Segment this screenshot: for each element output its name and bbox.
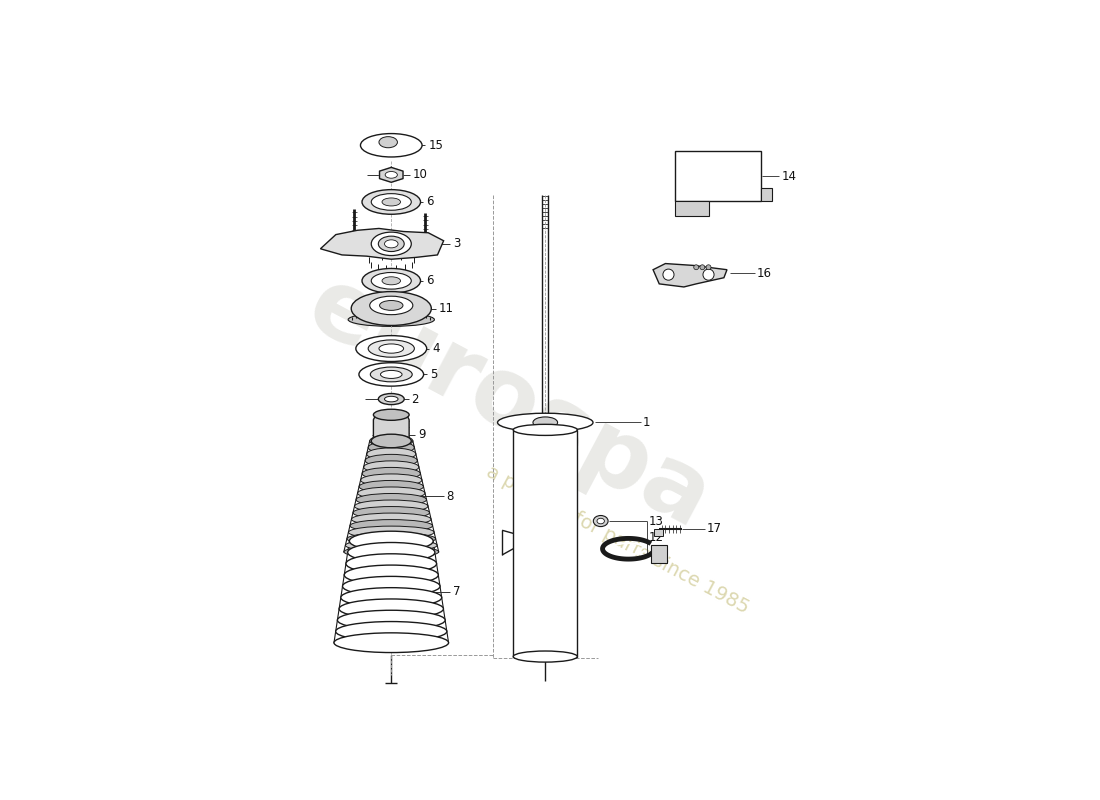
Ellipse shape [338, 610, 446, 630]
Text: 6: 6 [427, 274, 433, 287]
Ellipse shape [382, 277, 400, 285]
Text: 7: 7 [453, 586, 461, 598]
Ellipse shape [378, 236, 404, 251]
Text: 17: 17 [706, 522, 722, 535]
Bar [514, 430, 578, 657]
Ellipse shape [366, 448, 416, 460]
Text: 1: 1 [642, 416, 650, 429]
Circle shape [694, 265, 698, 270]
Ellipse shape [385, 240, 398, 248]
Polygon shape [320, 229, 443, 259]
Ellipse shape [351, 513, 431, 526]
Ellipse shape [345, 539, 437, 551]
Text: 5: 5 [430, 368, 438, 381]
Bar [674, 151, 761, 201]
Ellipse shape [362, 467, 420, 480]
Ellipse shape [356, 494, 427, 506]
Ellipse shape [344, 546, 439, 558]
Ellipse shape [370, 434, 412, 447]
Ellipse shape [353, 506, 430, 519]
Ellipse shape [373, 410, 409, 420]
Ellipse shape [362, 190, 420, 214]
Text: 11: 11 [439, 302, 453, 315]
Text: 3: 3 [453, 238, 460, 250]
Circle shape [663, 269, 674, 280]
Polygon shape [373, 414, 409, 455]
Ellipse shape [368, 442, 415, 454]
Ellipse shape [339, 599, 443, 618]
Text: eurospa: eurospa [293, 259, 727, 549]
Text: 16: 16 [757, 267, 771, 280]
Ellipse shape [371, 367, 412, 382]
Ellipse shape [351, 291, 431, 326]
Ellipse shape [348, 542, 435, 562]
Text: 6: 6 [427, 195, 433, 209]
Ellipse shape [378, 394, 404, 405]
Ellipse shape [334, 633, 449, 653]
Ellipse shape [342, 576, 440, 596]
Ellipse shape [362, 269, 420, 293]
Ellipse shape [358, 487, 425, 499]
Circle shape [706, 265, 711, 270]
Ellipse shape [361, 134, 422, 157]
Ellipse shape [385, 171, 397, 178]
Ellipse shape [385, 396, 398, 402]
Polygon shape [379, 167, 403, 182]
Ellipse shape [372, 232, 411, 255]
Text: 4: 4 [432, 342, 440, 355]
Text: 9: 9 [418, 428, 426, 442]
Ellipse shape [372, 194, 411, 210]
Ellipse shape [350, 519, 432, 532]
Bar [674, 201, 708, 216]
Ellipse shape [497, 414, 593, 432]
Bar [651, 546, 667, 562]
Polygon shape [653, 263, 727, 287]
Text: 13: 13 [649, 514, 663, 527]
Ellipse shape [370, 296, 412, 314]
Circle shape [700, 265, 705, 270]
Text: 2: 2 [411, 393, 419, 406]
Text: a passion for parts since 1985: a passion for parts since 1985 [483, 462, 752, 617]
Ellipse shape [597, 518, 604, 524]
Ellipse shape [365, 454, 417, 466]
Text: 14: 14 [781, 170, 796, 182]
Ellipse shape [336, 622, 447, 642]
Text: 8: 8 [447, 490, 454, 503]
Text: 15: 15 [428, 138, 443, 152]
Ellipse shape [378, 137, 397, 148]
Ellipse shape [368, 340, 415, 357]
Bar [654, 529, 663, 536]
Ellipse shape [354, 500, 428, 512]
Ellipse shape [593, 515, 608, 526]
Ellipse shape [372, 273, 411, 289]
Circle shape [703, 269, 714, 280]
Ellipse shape [514, 424, 578, 435]
Ellipse shape [359, 481, 424, 493]
Ellipse shape [346, 554, 437, 574]
Ellipse shape [379, 301, 403, 310]
Ellipse shape [344, 565, 438, 585]
Text: 10: 10 [412, 168, 428, 182]
Ellipse shape [341, 588, 442, 607]
Ellipse shape [355, 336, 427, 362]
Ellipse shape [346, 533, 436, 545]
Ellipse shape [364, 461, 419, 474]
Ellipse shape [514, 651, 578, 662]
Ellipse shape [532, 417, 558, 428]
Ellipse shape [372, 434, 411, 448]
Text: 12: 12 [649, 531, 663, 545]
Ellipse shape [348, 313, 435, 326]
Ellipse shape [381, 370, 402, 378]
Ellipse shape [382, 198, 400, 206]
Ellipse shape [350, 531, 433, 551]
Ellipse shape [378, 344, 404, 353]
Ellipse shape [349, 526, 434, 538]
Ellipse shape [359, 362, 424, 386]
Bar [761, 188, 772, 201]
Ellipse shape [361, 474, 422, 486]
